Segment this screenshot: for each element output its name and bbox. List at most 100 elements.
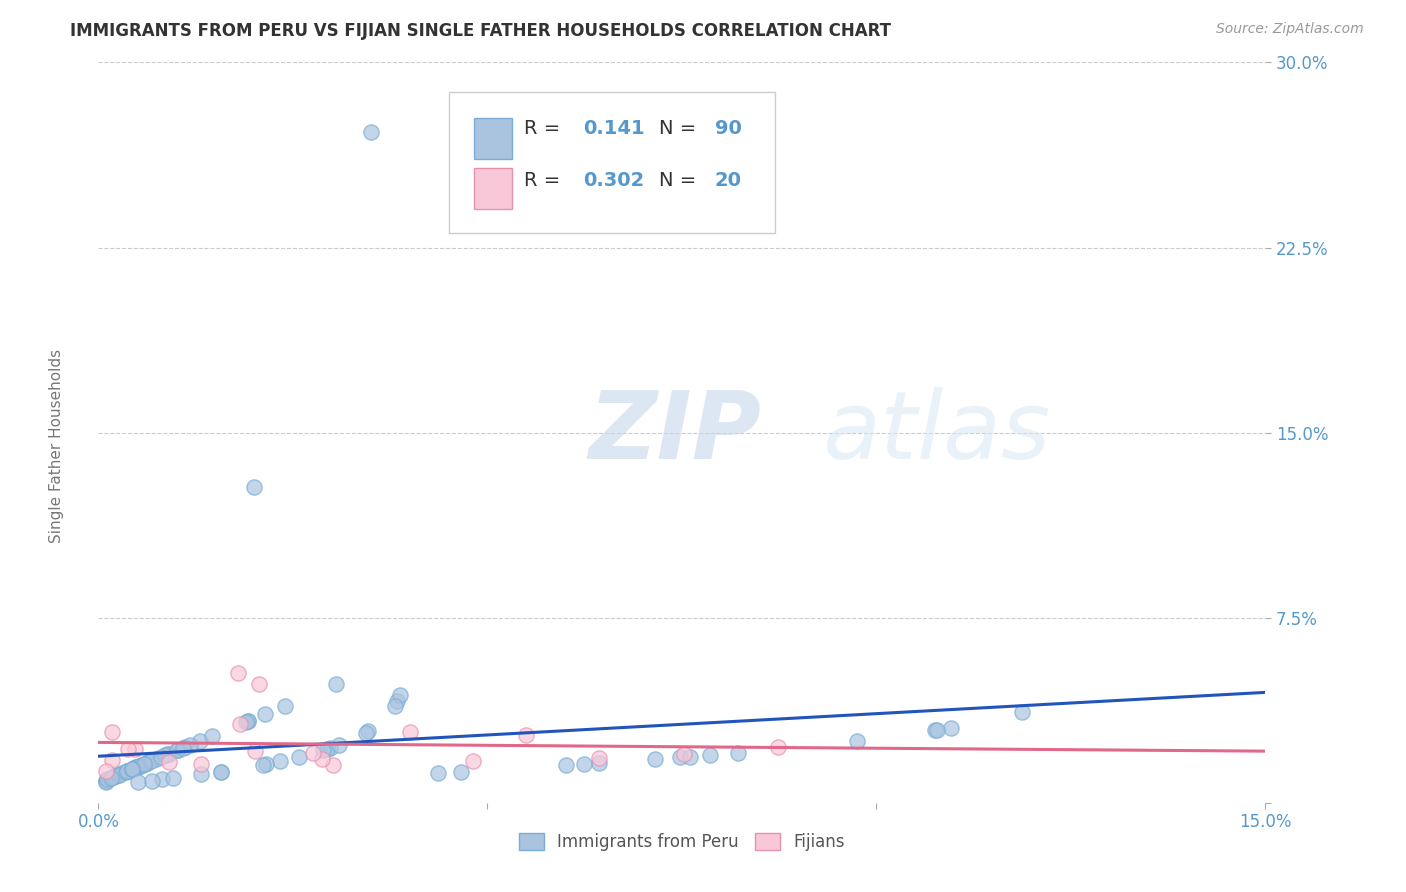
Point (131, 758, 153, 772)
Point (209, 764, 232, 779)
Point (389, 688, 412, 702)
Point (96, 774, 118, 789)
Point (941, 721, 963, 735)
Point (360, 124, 382, 138)
Point (100, 725, 122, 739)
Text: 0.141: 0.141 (582, 119, 644, 138)
Point (115, 764, 138, 778)
Point (463, 754, 485, 768)
Point (96, 764, 118, 779)
Point (243, 744, 266, 758)
Point (679, 749, 702, 764)
Point (924, 723, 946, 738)
Point (156, 747, 179, 762)
Point (125, 760, 148, 774)
Point (427, 766, 450, 780)
Point (727, 746, 749, 760)
Point (150, 750, 173, 764)
Point (384, 698, 406, 713)
Point (236, 714, 259, 728)
Point (100, 753, 122, 767)
Point (357, 724, 380, 739)
Point (167, 743, 190, 757)
Point (135, 756, 157, 770)
Point (253, 706, 276, 721)
Point (108, 767, 131, 781)
Point (121, 762, 143, 776)
Point (201, 729, 224, 743)
Point (190, 756, 212, 771)
Point (107, 768, 129, 782)
Point (117, 742, 139, 756)
Text: 20: 20 (714, 171, 741, 190)
Point (669, 750, 692, 764)
Point (325, 677, 347, 691)
Point (236, 714, 259, 728)
Point (136, 756, 159, 770)
Point (188, 734, 211, 748)
Point (1011, 705, 1033, 719)
Point (127, 775, 149, 789)
Text: 0.302: 0.302 (582, 171, 644, 190)
Point (387, 693, 409, 707)
Point (96, 775, 118, 789)
Point (96, 772, 118, 787)
Bar (474, 118, 512, 159)
Text: 90: 90 (714, 119, 741, 138)
Point (121, 762, 143, 776)
FancyBboxPatch shape (449, 92, 775, 233)
Text: atlas: atlas (823, 387, 1050, 478)
Point (554, 758, 576, 772)
Point (128, 759, 150, 773)
Point (134, 756, 156, 771)
Point (252, 757, 274, 772)
Point (311, 752, 333, 766)
Point (125, 760, 148, 774)
Point (141, 754, 163, 768)
Point (209, 764, 232, 779)
Point (247, 677, 270, 691)
Point (302, 746, 325, 760)
Point (398, 725, 420, 739)
Text: R =: R = (524, 171, 567, 190)
Point (699, 747, 721, 762)
Text: Single Father Households: Single Father Households (49, 349, 63, 543)
Text: N =: N = (658, 171, 702, 190)
Point (328, 738, 350, 752)
Point (117, 764, 139, 778)
Point (114, 764, 136, 779)
Point (173, 740, 195, 755)
Point (644, 752, 666, 766)
Point (588, 756, 610, 771)
Point (172, 741, 194, 756)
Point (101, 770, 124, 784)
Text: ZIP: ZIP (589, 386, 762, 479)
Point (104, 769, 127, 783)
Point (235, 714, 257, 729)
Point (515, 728, 537, 742)
Point (103, 770, 125, 784)
Bar (474, 169, 512, 209)
Point (845, 734, 868, 748)
Point (228, 716, 250, 731)
Point (927, 723, 949, 737)
Point (243, 480, 266, 494)
Point (356, 725, 378, 739)
Point (157, 747, 180, 761)
Point (121, 762, 143, 776)
Point (287, 750, 309, 764)
Point (254, 757, 277, 772)
Text: Source: ZipAtlas.com: Source: ZipAtlas.com (1216, 22, 1364, 37)
Point (127, 760, 149, 774)
Point (274, 698, 297, 713)
Point (131, 758, 153, 772)
Point (124, 761, 146, 775)
Point (228, 665, 250, 680)
Point (269, 754, 291, 768)
Point (96, 774, 118, 789)
Point (115, 764, 138, 779)
Point (312, 743, 335, 757)
Point (100, 771, 122, 785)
Point (111, 766, 134, 780)
Point (125, 760, 148, 774)
